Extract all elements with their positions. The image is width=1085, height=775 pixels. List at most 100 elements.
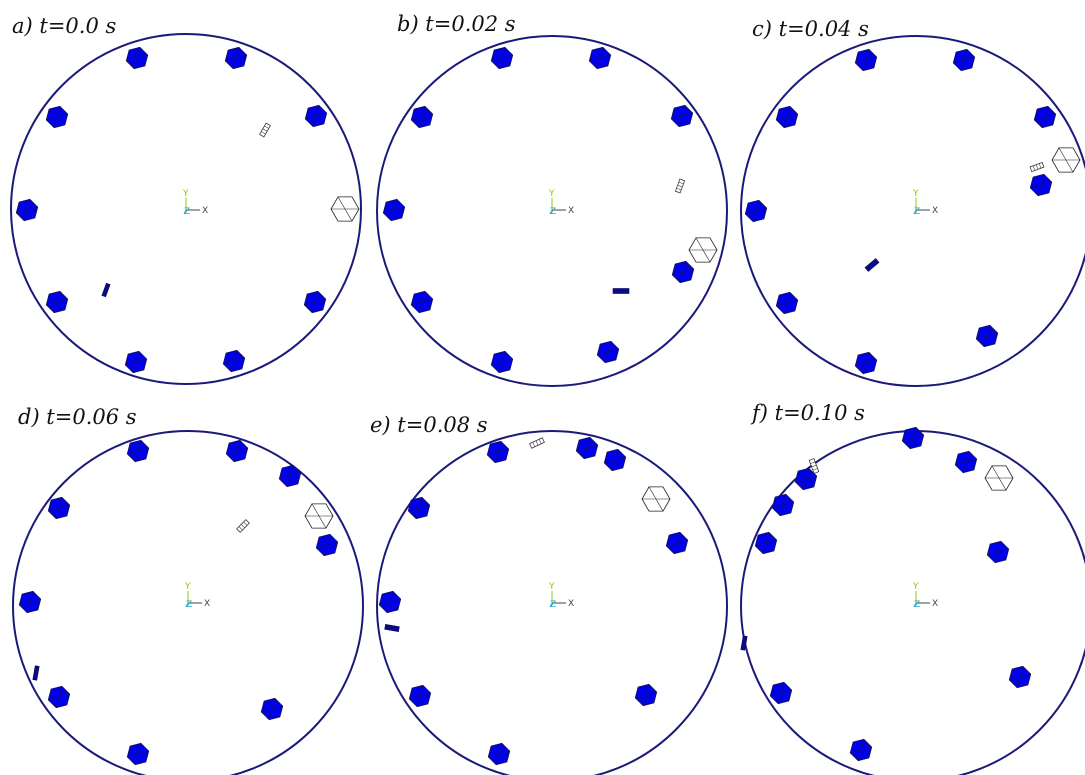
- mesh-line: [1035, 164, 1039, 170]
- panel-label: d) t=0.06 s: [18, 405, 137, 429]
- particle: [901, 426, 925, 450]
- particle-outline: [984, 465, 1014, 491]
- particle: [575, 436, 599, 460]
- panel-a: a) t=0.0 s Y X Z: [10, 14, 362, 385]
- mesh-line: [126, 54, 148, 62]
- mesh-line: [902, 434, 924, 442]
- mesh-line: [776, 113, 798, 121]
- x-axis-label: X: [932, 206, 938, 216]
- particle: [1029, 173, 1053, 197]
- fragment: [864, 258, 880, 272]
- particle: [45, 105, 69, 129]
- particle: [490, 46, 514, 70]
- mesh-line: [16, 206, 38, 214]
- mesh-line: [576, 444, 598, 452]
- z-axis-line: [913, 209, 917, 215]
- fragment: [32, 665, 40, 681]
- mesh-line: [304, 298, 326, 306]
- mesh-line: [991, 465, 1007, 491]
- particle: [303, 290, 327, 314]
- panel-e: e) t=0.08 s Y X Z: [370, 413, 728, 775]
- fragment-shape: [740, 635, 748, 651]
- particle: [125, 46, 149, 70]
- mesh-line: [770, 689, 792, 697]
- mesh-line: [532, 442, 536, 447]
- mesh-line: [795, 475, 817, 483]
- mesh-line: [223, 357, 245, 365]
- panel-label: b) t=0.02 s: [397, 12, 516, 36]
- mesh-line: [261, 131, 266, 135]
- mesh-line: [409, 692, 431, 700]
- mesh-line: [810, 461, 816, 464]
- particle: [407, 496, 431, 520]
- mesh-line: [671, 112, 693, 120]
- particle: [126, 439, 150, 463]
- mesh-line: [127, 447, 149, 455]
- mesh-line: [1058, 147, 1074, 173]
- panel-d: d) t=0.06 s Y X Z: [12, 405, 364, 775]
- mesh-line: [812, 468, 818, 471]
- mesh-line: [19, 598, 41, 606]
- particle: [744, 199, 768, 223]
- particle: [124, 350, 148, 374]
- mesh-line: [1038, 163, 1042, 169]
- mesh-line: [225, 54, 247, 62]
- fragment: [384, 623, 400, 633]
- mesh-line: [745, 207, 767, 215]
- particle: [490, 350, 514, 374]
- mesh-line: [772, 501, 794, 509]
- mesh-line: [383, 206, 405, 214]
- particle-outline: [304, 503, 334, 529]
- mesh-line: [48, 504, 70, 512]
- z-axis-label: Z: [550, 207, 556, 217]
- mesh-line: [491, 358, 513, 366]
- particle: [670, 104, 694, 128]
- x-axis-label: X: [568, 206, 574, 216]
- mesh-line: [755, 539, 777, 547]
- particle: [222, 349, 246, 373]
- panel-b: b) t=0.02 s Y X Z: [376, 12, 728, 387]
- particle: [854, 48, 878, 72]
- mesh-line: [678, 181, 684, 185]
- y-axis-label: Y: [912, 582, 919, 592]
- mesh-line: [238, 526, 243, 531]
- mesh-line: [955, 458, 977, 466]
- particle: [304, 104, 328, 128]
- mesh-line: [487, 448, 509, 456]
- mesh-line: [48, 693, 70, 701]
- fragment: [740, 635, 748, 651]
- fragment-outline: [259, 122, 271, 138]
- mesh-line: [46, 113, 68, 121]
- particle-outline: [688, 237, 718, 263]
- mesh-line: [635, 691, 657, 699]
- particle: [278, 464, 302, 488]
- fragment: [612, 288, 630, 294]
- particle: [382, 198, 406, 222]
- z-axis-line: [913, 602, 917, 608]
- particle: [771, 493, 795, 517]
- particle-outline: [1051, 147, 1081, 173]
- particle: [260, 697, 284, 721]
- particle: [487, 742, 511, 766]
- mesh-line: [226, 447, 248, 455]
- mesh-line: [411, 113, 433, 121]
- particle: [603, 448, 627, 472]
- panel-label: c) t=0.04 s: [752, 17, 869, 41]
- fragment-shape: [612, 288, 630, 294]
- particle: [849, 738, 873, 762]
- panel-label: e) t=0.08 s: [370, 413, 488, 437]
- fragment-outline: [808, 458, 820, 474]
- y-axis-label: Y: [548, 582, 555, 592]
- particle: [225, 439, 249, 463]
- mesh-line: [535, 440, 539, 446]
- mesh-line: [1034, 113, 1056, 121]
- mesh-line: [408, 504, 430, 512]
- x-axis-label: X: [568, 599, 574, 609]
- z-axis-label: Z: [914, 207, 920, 217]
- z-axis-label: Z: [914, 600, 920, 610]
- mesh-line: [776, 299, 798, 307]
- particle: [952, 48, 976, 72]
- particle: [410, 105, 434, 129]
- z-axis-label: Z: [550, 600, 556, 610]
